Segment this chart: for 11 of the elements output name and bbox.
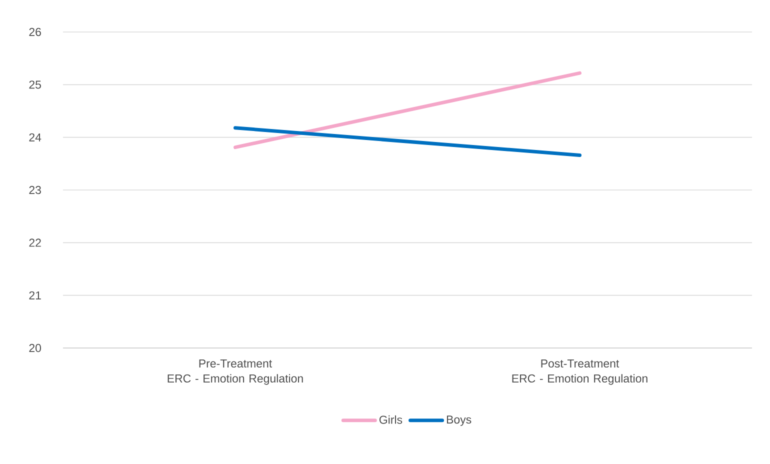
y-tick-label: 25	[29, 80, 41, 89]
x-tick-label: Post-Treatment ERC - Emotion Regulation	[512, 360, 648, 385]
legend-label: Girls	[379, 415, 402, 424]
y-tick-label: 22	[29, 238, 41, 247]
y-tick-label: 26	[29, 28, 41, 36]
y-tick-label: 24	[29, 133, 42, 142]
y-tick-label: 20	[29, 344, 42, 352]
x-tick-label: Pre-Treatment ERC - Emotion Regulation	[168, 360, 303, 385]
y-tick-label: 21	[29, 291, 41, 300]
legend-label: Boys	[446, 416, 472, 426]
y-tick-label: 23	[29, 186, 41, 194]
